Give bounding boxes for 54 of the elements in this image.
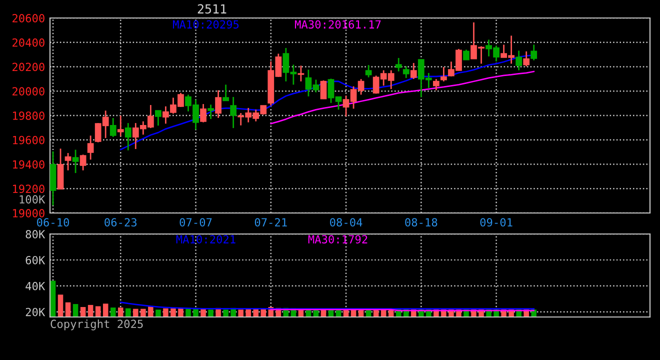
- candlestick: [200, 103, 206, 124]
- candlestick: [410, 62, 417, 80]
- line-series: [120, 302, 535, 310]
- candlestick: [530, 44, 538, 61]
- candlestick: [117, 114, 124, 138]
- text: MA10:20295: [173, 20, 239, 29]
- candlestick: [87, 134, 94, 160]
- y-tick-label: 20600: [12, 14, 44, 22]
- text: MA30:20161.17: [294, 20, 381, 29]
- candlestick: [402, 66, 410, 79]
- y-tick-label: 19000: [13, 209, 44, 218]
- candlestick: [110, 117, 116, 138]
- candlestick: [523, 50, 530, 68]
- candlestick: [320, 80, 327, 100]
- candlestick: [208, 104, 214, 120]
- line-series: [270, 70, 535, 124]
- y-tick-label: 60K: [26, 256, 46, 264]
- y-tick-label: 40K: [26, 282, 46, 290]
- text: 100K: [20, 195, 46, 204]
- candlestick: [440, 66, 447, 82]
- y-tick-label: 19200: [13, 184, 44, 194]
- candlestick: [365, 64, 372, 78]
- candlestick: [124, 122, 132, 152]
- text: MA30:1792: [308, 235, 368, 244]
- x-tick-label: 07-21: [254, 218, 287, 227]
- y-tick-label: 20200: [12, 62, 44, 72]
- candlestick: [395, 57, 402, 72]
- candlestick: [433, 78, 440, 91]
- x-tick-label: 09-01: [480, 218, 512, 227]
- x-tick-label: 06-10: [37, 218, 70, 227]
- x-tick-label: 08-04: [330, 218, 362, 227]
- candlestick: [215, 90, 222, 119]
- candlestick: [230, 96, 237, 129]
- candlestick: [80, 154, 86, 172]
- candlestick: [463, 48, 470, 60]
- y-tick-label: 80K: [26, 230, 46, 238]
- candlestick: [64, 152, 72, 172]
- candlestick: [155, 110, 162, 126]
- candlestick: [72, 149, 79, 174]
- y-tick-label: 19600: [13, 136, 44, 144]
- candlestick: [298, 64, 304, 82]
- candlestick: [222, 84, 229, 102]
- x-tick-label: 08-18: [405, 218, 438, 227]
- x-tick-label: 06-23: [104, 218, 137, 227]
- y-tick-label: 20000: [12, 87, 44, 96]
- text: MA10:2021: [176, 235, 236, 244]
- text: Copyright 2025: [50, 319, 143, 330]
- candlestick: [516, 50, 522, 71]
- y-tick-label: 19400: [13, 160, 44, 169]
- y-tick-label: 20400: [12, 38, 44, 47]
- x-tick-label: 07-07: [180, 218, 212, 227]
- y-tick-label: 19800: [13, 112, 44, 120]
- y-tick-label: 20K: [26, 308, 46, 316]
- chart-title: 2511: [198, 4, 226, 14]
